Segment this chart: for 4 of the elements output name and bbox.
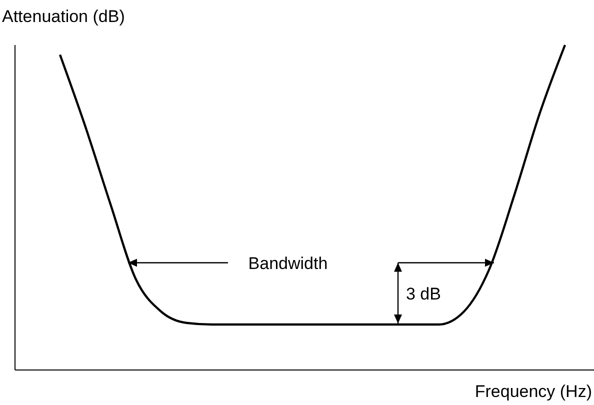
- annotation: Bandwidth: [248, 254, 328, 273]
- x-axis-title: Frequency (Hz): [474, 382, 592, 401]
- y-axis-title: Attenuation (dB): [2, 7, 125, 26]
- annotation: 3 dB: [406, 284, 441, 304]
